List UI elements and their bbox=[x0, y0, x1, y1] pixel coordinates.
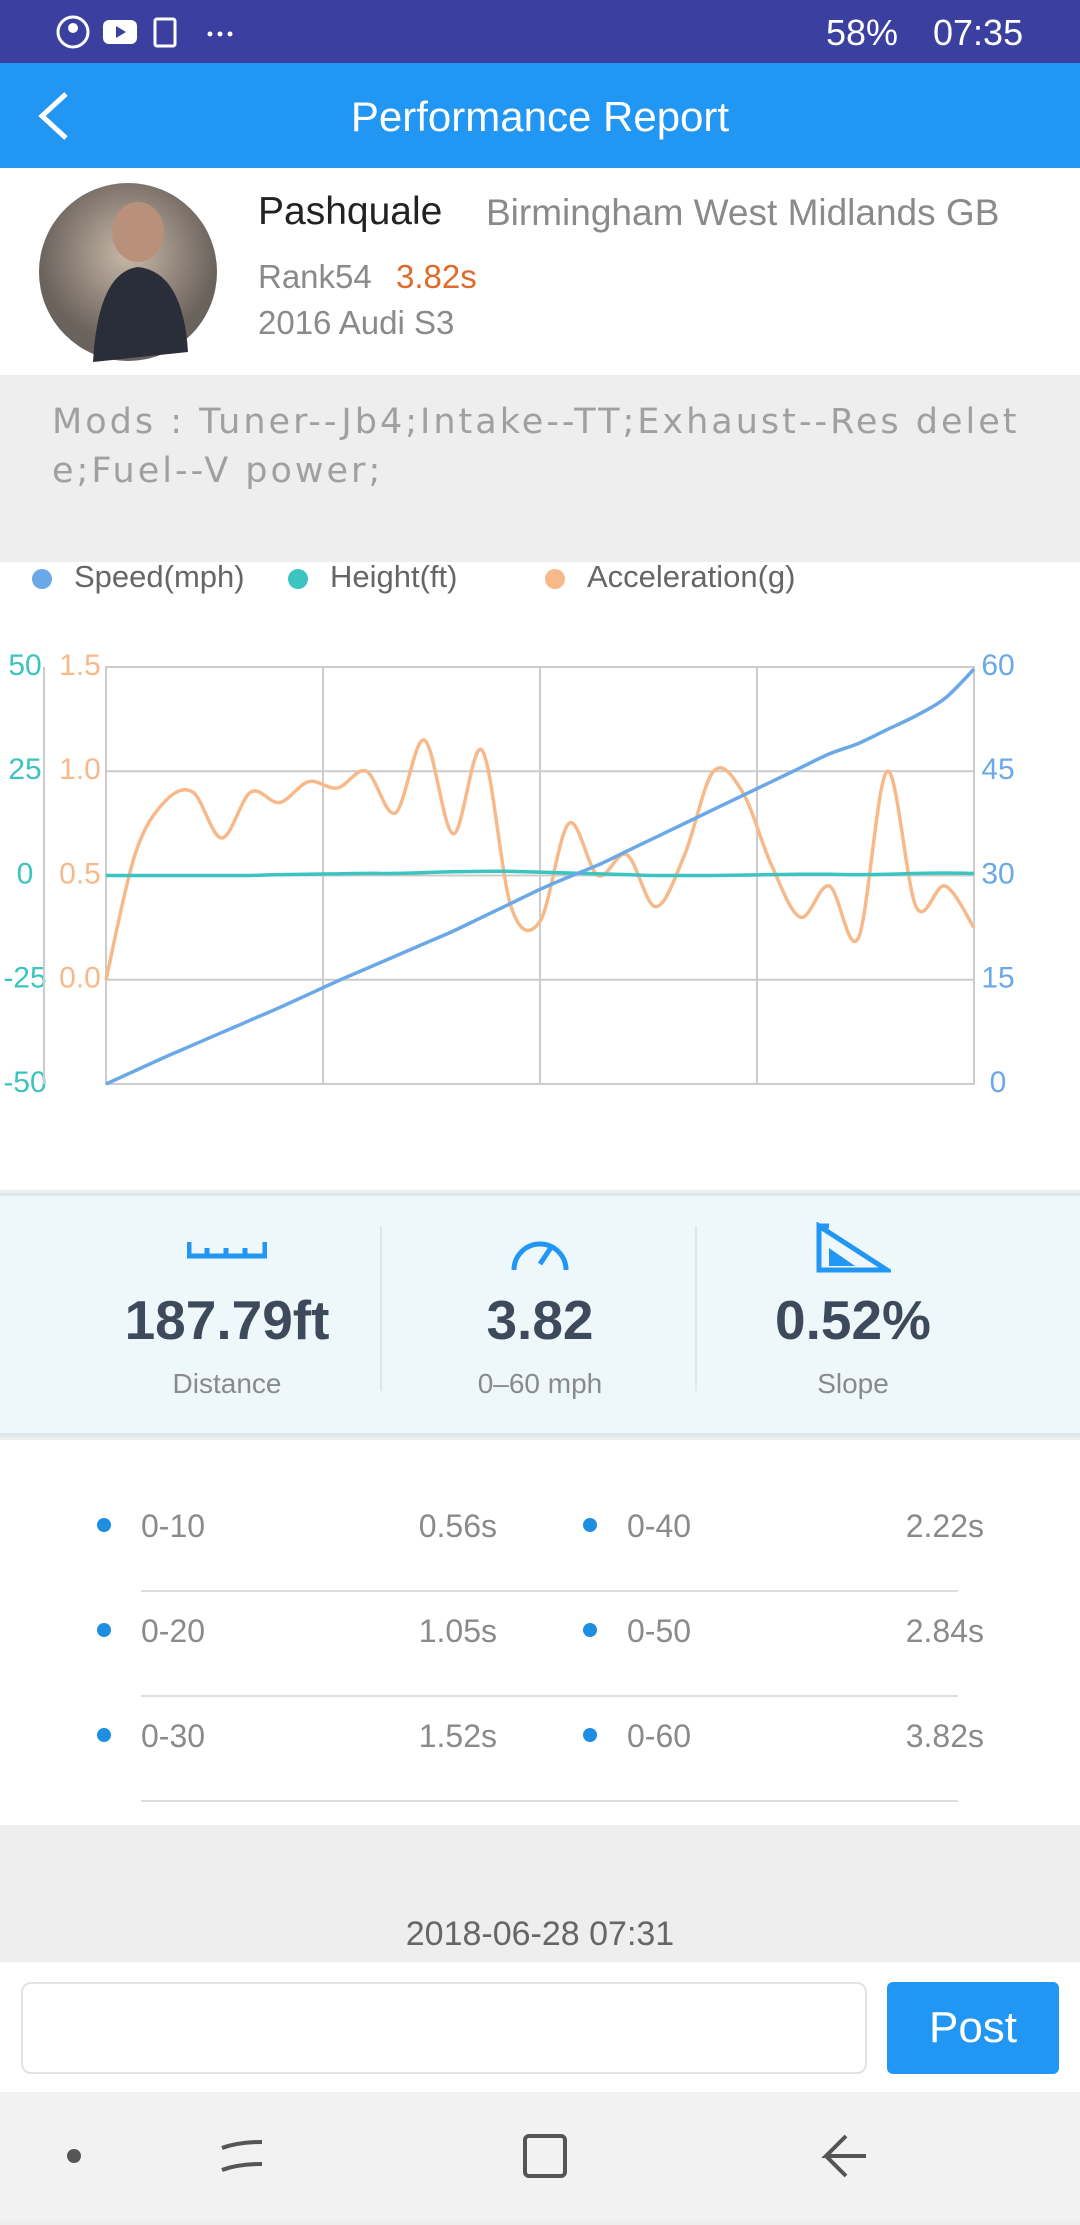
y-tick-label: -25 bbox=[3, 962, 46, 995]
avatar[interactable] bbox=[38, 182, 218, 362]
legend-label: Acceleration(g) bbox=[587, 562, 795, 594]
series-line bbox=[105, 667, 976, 1086]
series-line bbox=[104, 738, 976, 981]
split-label: 0-40 bbox=[627, 1508, 692, 1544]
user-name: Pashquale bbox=[258, 190, 443, 233]
speed-icon bbox=[511, 1241, 569, 1271]
split-label: 0-10 bbox=[141, 1508, 206, 1544]
split-times: 0-10 0.56s 0-20 1.05s 0-30 1.52s 0-40 2.22s 0-50… bbox=[0, 1440, 1080, 1825]
post-button[interactable]: Post bbox=[887, 1982, 1059, 2074]
split-time: 1.05s bbox=[418, 1613, 497, 1649]
profile: Pashquale Birmingham West Midlands GB Ra… bbox=[0, 168, 1080, 375]
y2-tick-label: 45 bbox=[981, 753, 1014, 786]
comment-bar: Post bbox=[0, 1962, 1080, 2092]
chart: -50 -25 0 25 50 0.0 0.5 1.0 1.5 0 15 30 45 60 Speed(mp… bbox=[0, 562, 1080, 1190]
comment-input[interactable] bbox=[21, 1982, 867, 2074]
car: 2016 Audi S3 bbox=[258, 304, 455, 341]
split-time: 1.52s bbox=[418, 1718, 497, 1754]
stat-value: 187.79ft bbox=[124, 1289, 330, 1351]
y-tick-label: 25 bbox=[8, 753, 41, 786]
back-button[interactable] bbox=[30, 88, 80, 144]
y3-tick-label: 0.0 bbox=[59, 962, 101, 995]
split-time: 2.22s bbox=[905, 1508, 984, 1544]
divider bbox=[141, 1590, 958, 1592]
stat: 3.82 0–60 mph bbox=[360, 1196, 720, 1433]
y-tick-label: 50 bbox=[8, 649, 41, 682]
split-time: 0.56s bbox=[418, 1508, 497, 1544]
page-title: Performance Report bbox=[350, 93, 730, 140]
legend-marker bbox=[545, 569, 565, 589]
status-icons bbox=[56, 15, 233, 49]
y3-tick-label: 0.5 bbox=[59, 857, 101, 890]
clock: 07:35 bbox=[933, 12, 1024, 53]
status-bar: 58% 07:35 bbox=[0, 0, 1080, 63]
stat-label: Slope bbox=[817, 1368, 889, 1399]
split-dot bbox=[583, 1518, 597, 1532]
app-bar: Performance Report bbox=[0, 63, 1080, 168]
legend-marker bbox=[32, 569, 52, 589]
series-line bbox=[106, 869, 975, 878]
split-dot bbox=[97, 1518, 111, 1532]
rank: Rank54 bbox=[258, 258, 372, 295]
stat-value: 0.52% bbox=[775, 1289, 931, 1351]
y2-tick-label: 0 bbox=[990, 1066, 1007, 1099]
split-label: 0-30 bbox=[141, 1718, 206, 1754]
stat: 0.52% Slope bbox=[673, 1196, 1033, 1433]
split-dot bbox=[97, 1728, 111, 1742]
split-time: 2.84s bbox=[905, 1613, 984, 1649]
nav-icons bbox=[67, 2134, 866, 2178]
location: Birmingham West Midlands GB bbox=[486, 192, 1000, 233]
divider bbox=[141, 1800, 958, 1802]
split-label: 0-20 bbox=[141, 1613, 206, 1649]
y3-tick-label: 1.5 bbox=[59, 649, 101, 682]
y2-tick-label: 60 bbox=[981, 649, 1014, 682]
y3-tick-label: 1.0 bbox=[59, 753, 101, 786]
y2-tick-label: 30 bbox=[981, 857, 1014, 890]
slope-icon bbox=[816, 1222, 891, 1273]
split-dot bbox=[97, 1623, 111, 1637]
split-dot bbox=[583, 1623, 597, 1637]
stats: 187.79ft Distance 3.82 0–60 mph 0.52% Slope bbox=[0, 1193, 1080, 1437]
battery-level: 58% bbox=[826, 12, 899, 53]
legend-label: Speed(mph) bbox=[74, 562, 245, 594]
y-tick-label: -50 bbox=[3, 1066, 46, 1099]
stat-label: Distance bbox=[172, 1368, 282, 1399]
stat-label: 0–60 mph bbox=[477, 1368, 603, 1399]
y2-tick-label: 15 bbox=[981, 962, 1014, 995]
legend-label: Height(ft) bbox=[330, 562, 457, 594]
y-tick-label: 0 bbox=[17, 857, 34, 890]
report-date: 2018-06-28 07:31 bbox=[405, 1915, 675, 1953]
distance-icon bbox=[187, 1242, 267, 1259]
stat-value: 3.82 bbox=[486, 1289, 594, 1351]
split-label: 0-60 bbox=[627, 1718, 692, 1754]
stat: 187.79ft Distance bbox=[47, 1196, 407, 1433]
split-dot bbox=[583, 1728, 597, 1742]
split-label: 0-50 bbox=[627, 1613, 692, 1649]
mods: Mods : Tuner--Jb4;Intake--TT;Exhaust--Re… bbox=[52, 402, 1020, 491]
divider bbox=[141, 1695, 958, 1697]
nav-bar bbox=[0, 2092, 1080, 2220]
split-time: 3.82s bbox=[905, 1718, 984, 1754]
legend-marker bbox=[288, 569, 308, 589]
best-time: 3.82s bbox=[396, 258, 477, 295]
